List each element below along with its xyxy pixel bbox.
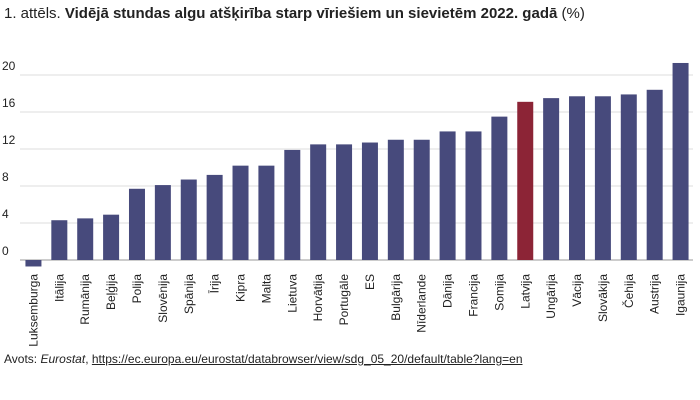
bar	[439, 131, 456, 260]
x-tick-label: Luksemburga	[26, 274, 40, 347]
y-tick-label: 4	[2, 207, 9, 221]
x-tick-label: Somija	[492, 274, 506, 311]
x-tick-label: Bulgārija	[389, 274, 403, 321]
title-text: Vidējā stundas algu atšķirība starp vīri…	[64, 5, 558, 22]
bar	[491, 116, 508, 260]
bar	[413, 139, 430, 260]
bar	[25, 260, 42, 267]
bar-chart: 0 4 8 12 16 20 Luksemburga Itālija Rumānija Beļģ…	[2, 59, 693, 347]
bar	[517, 101, 534, 260]
x-axis-labels: Luksemburga Itālija Rumānija Beļģija Polija S…	[26, 274, 687, 347]
y-tick-label: 8	[2, 170, 9, 184]
bar	[103, 214, 120, 260]
bar	[387, 139, 404, 260]
x-tick-label: Slovākija	[596, 274, 610, 322]
x-tick-label: ES	[363, 274, 377, 290]
bar	[543, 98, 560, 260]
gridlines	[20, 74, 693, 261]
bar	[154, 185, 171, 260]
source-separator: ,	[85, 352, 89, 366]
bar	[310, 144, 327, 260]
x-tick-label: Kipra	[234, 274, 248, 302]
x-tick-label: Beļģija	[104, 274, 118, 310]
bar	[51, 220, 68, 260]
bar	[77, 218, 94, 260]
bar	[336, 144, 353, 260]
bar	[258, 165, 275, 260]
y-tick-label: 0	[2, 244, 9, 258]
x-tick-label: Francija	[466, 274, 480, 317]
bar	[646, 89, 663, 260]
x-tick-label: Portugāle	[337, 274, 351, 326]
x-tick-label: Austrija	[648, 274, 662, 314]
bar	[569, 96, 586, 261]
x-tick-label: Spānija	[182, 274, 196, 314]
bar	[594, 96, 611, 261]
x-tick-label: Čehija	[621, 274, 636, 308]
figure-number: 1. attēls.	[4, 5, 61, 22]
x-tick-label: Vācija	[570, 274, 584, 307]
x-tick-label: Polija	[130, 274, 144, 304]
bar	[284, 149, 301, 260]
bar	[232, 165, 249, 260]
x-tick-label: Ungārija	[544, 274, 558, 319]
source-note: Avots: Eurostat, https://ec.europa.eu/eu…	[4, 352, 523, 366]
bar	[128, 188, 145, 260]
y-tick-label: 20	[2, 59, 16, 73]
bar	[620, 94, 637, 260]
x-tick-label: Lietuva	[285, 274, 299, 313]
x-tick-label: Latvija	[518, 274, 532, 309]
source-name: Eurostat	[40, 352, 86, 366]
x-tick-label: Rumānija	[78, 274, 92, 325]
bar	[206, 174, 223, 260]
source-link[interactable]: https://ec.europa.eu/eurostat/databrowse…	[91, 352, 523, 366]
x-tick-label: Igaunija	[674, 274, 688, 316]
title-unit: (%)	[561, 5, 585, 22]
x-tick-label: Dānija	[441, 274, 455, 308]
bar	[465, 131, 482, 260]
x-tick-label: Itālija	[52, 274, 66, 302]
x-tick-label: Horvātija	[311, 274, 325, 322]
y-tick-label: 12	[2, 133, 16, 147]
source-label: Avots:	[4, 352, 38, 366]
y-tick-label: 16	[2, 96, 16, 110]
bars	[25, 62, 689, 267]
x-tick-label: Malta	[259, 274, 273, 304]
x-tick-label: Slovēnija	[156, 274, 170, 323]
y-axis-ticks: 0 4 8 12 16 20	[2, 59, 16, 258]
chart-title: 1. attēls. Vidējā stundas algu atšķirība…	[4, 4, 585, 24]
bar	[361, 142, 378, 260]
bar	[672, 62, 689, 260]
bar	[180, 179, 197, 260]
x-tick-label: Īrija	[208, 274, 222, 294]
x-tick-label: Nīderlande	[415, 274, 429, 333]
